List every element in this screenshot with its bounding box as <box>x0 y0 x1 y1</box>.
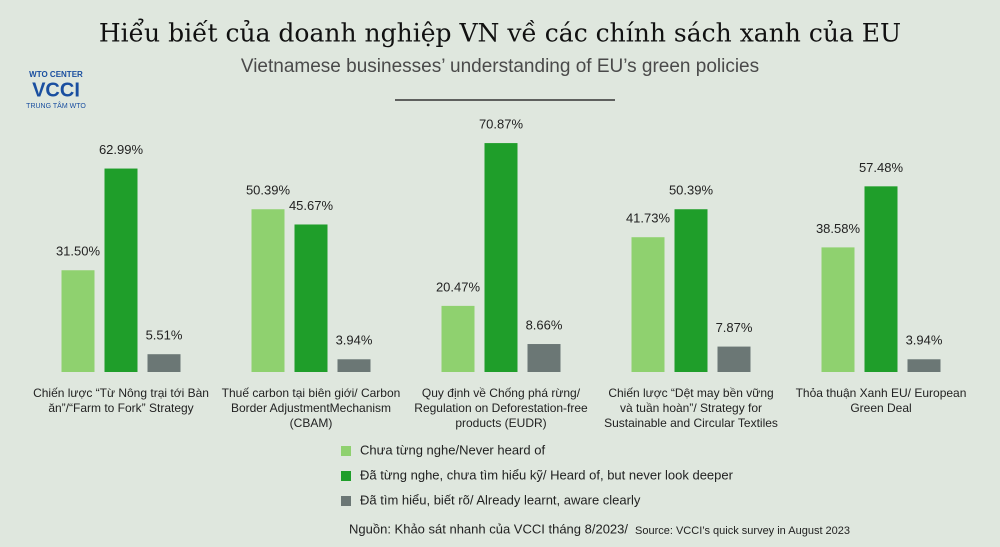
bar <box>104 168 138 372</box>
data-label: 57.48% <box>859 160 904 175</box>
bar <box>337 359 371 372</box>
legend-swatch <box>341 446 351 456</box>
data-label: 7.87% <box>716 320 753 335</box>
data-label: 38.58% <box>816 221 861 236</box>
bar <box>907 359 941 372</box>
data-label: 62.99% <box>99 142 144 157</box>
x-tick-label: Chiến lược “Dệt may bền vững và tuần hoà… <box>604 386 778 430</box>
bar <box>864 186 898 372</box>
bar <box>527 344 561 372</box>
data-label: 50.39% <box>246 183 291 198</box>
x-tick-label: Thỏa thuận Xanh EU/ European Green Deal <box>795 386 967 415</box>
data-label: 3.94% <box>336 333 373 348</box>
bar <box>631 237 665 372</box>
logo-text: VCCI <box>32 79 80 101</box>
chart-title: Hiểu biết của doanh nghiệp VN về các chí… <box>99 19 901 48</box>
data-label: 8.66% <box>526 317 563 332</box>
legend-label: Chưa từng nghe/Never heard of <box>360 442 545 457</box>
data-label: 20.47% <box>436 279 481 294</box>
data-label: 5.51% <box>146 328 183 343</box>
data-label: 3.94% <box>906 333 943 348</box>
data-label: 31.50% <box>56 244 101 259</box>
data-label: 45.67% <box>289 198 334 213</box>
legend-swatch <box>341 496 351 506</box>
data-label: 50.39% <box>669 183 714 198</box>
bar <box>251 209 285 372</box>
bar <box>484 143 518 372</box>
x-tick-label: Thuế carbon tại biên giới/ Carbon Border… <box>221 386 401 430</box>
chart-subtitle: Vietnamese businesses’ understanding of … <box>241 56 759 77</box>
logo-text: WTO CENTER <box>29 70 83 79</box>
bar <box>674 209 708 372</box>
legend-label: Đã tìm hiểu, biết rõ/ Already learnt, aw… <box>360 492 641 507</box>
logo-text: TRUNG TÂM WTO <box>26 101 86 110</box>
source: Source: VCCI’s quick survey in August 20… <box>635 525 850 537</box>
bar <box>61 270 95 372</box>
data-label: 41.73% <box>626 211 671 226</box>
bar <box>821 247 855 372</box>
bar <box>717 346 751 372</box>
bar <box>294 224 328 372</box>
bar <box>147 354 181 372</box>
x-tick-label: Chiến lược “Từ Nông trại tới Bàn ăn”/“Fa… <box>33 386 209 415</box>
bar <box>441 305 475 372</box>
data-label: 70.87% <box>479 117 524 132</box>
x-tick-label: Quy định về Chống phá rừng/ Regulation o… <box>414 386 588 430</box>
legend-swatch <box>341 471 351 481</box>
legend-label: Đã từng nghe, chưa tìm hiểu kỹ/ Heard of… <box>360 467 734 482</box>
source: Nguồn: Khảo sát nhanh của VCCI tháng 8/2… <box>349 521 628 536</box>
